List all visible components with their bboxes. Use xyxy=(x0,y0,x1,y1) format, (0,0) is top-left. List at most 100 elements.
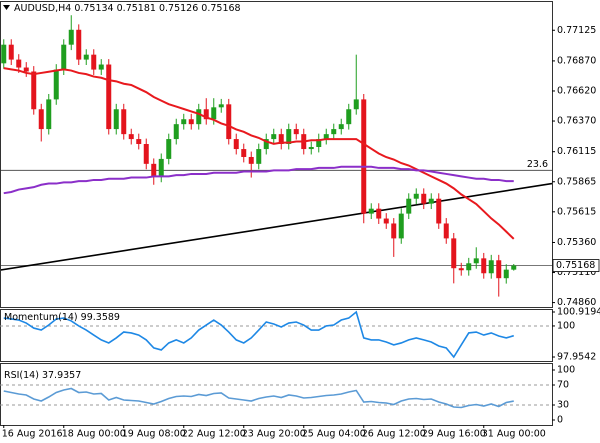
candle-body xyxy=(346,109,352,125)
y-tick-label: 0.77125 xyxy=(557,25,596,36)
indicator-line xyxy=(3,310,514,359)
y-tick-label: 0 xyxy=(557,415,563,426)
candle-body xyxy=(181,119,187,125)
y-tick-label: 0.76870 xyxy=(557,55,596,66)
indicator-line xyxy=(3,387,514,409)
candle-body xyxy=(241,149,247,157)
candle-body xyxy=(421,193,427,204)
candle-body xyxy=(136,139,142,145)
y-tick-label: 100.9194 xyxy=(557,307,600,318)
candle-body xyxy=(338,124,344,130)
x-tick-label: 19 Aug 08:00 xyxy=(122,429,186,440)
candle-body xyxy=(376,208,382,219)
last-price-box xyxy=(552,259,600,272)
trendline xyxy=(1,182,552,271)
candle-body xyxy=(53,69,59,100)
y-tick-label: 0.76620 xyxy=(557,85,596,96)
moving-average xyxy=(3,165,514,195)
level-label: 23.6 xyxy=(527,159,548,170)
x-tick-label: 29 Aug 16:00 xyxy=(422,429,486,440)
candle-body xyxy=(466,263,472,271)
candle-body xyxy=(173,124,179,140)
menu-arrow[interactable] xyxy=(3,5,10,10)
candle-body xyxy=(1,44,7,64)
candle-body xyxy=(256,149,262,164)
candle-body xyxy=(76,29,82,60)
last-price-label: 0.75168 xyxy=(556,260,595,271)
y-tick-label: 0.74860 xyxy=(557,297,596,308)
candle-body xyxy=(458,268,464,271)
candle-body xyxy=(398,213,404,239)
y-tick-label: 100 xyxy=(557,320,575,331)
candle-body xyxy=(428,198,434,204)
x-tick-label: 22 Aug 12:00 xyxy=(182,429,246,440)
low-value: 0.75126 xyxy=(159,3,198,14)
candle-body xyxy=(8,44,14,60)
candle-body xyxy=(68,29,74,45)
candle-body xyxy=(316,139,322,148)
candle-body xyxy=(308,147,314,150)
candle-body xyxy=(481,258,487,274)
pane-frame xyxy=(0,1,553,308)
candle-body xyxy=(226,104,232,140)
open-value: 0.75134 xyxy=(74,3,113,14)
candle-body xyxy=(383,218,389,224)
candle-body xyxy=(473,258,479,264)
candle-body xyxy=(406,198,412,214)
y-tick-label: 30 xyxy=(557,400,569,411)
candle-body xyxy=(331,129,337,135)
candle-body xyxy=(188,119,194,125)
candle-body xyxy=(361,99,367,214)
candle-body xyxy=(143,144,149,164)
candle-body xyxy=(91,54,97,70)
candle-body xyxy=(286,129,292,145)
candle-body xyxy=(16,59,22,68)
moving-average xyxy=(3,67,515,240)
candle-body xyxy=(38,109,44,130)
x-tick-label: 26 Aug 12:00 xyxy=(362,429,426,440)
candle-body xyxy=(151,163,157,177)
indicator-name: RSI(14) xyxy=(4,370,39,381)
y-tick-label: 70 xyxy=(557,380,569,391)
candle-body xyxy=(248,156,254,164)
y-tick-label: 0.75110 xyxy=(557,267,596,278)
candle-body xyxy=(271,134,277,140)
candle-body xyxy=(166,139,172,159)
high-value: 0.75181 xyxy=(117,3,156,14)
x-tick-label: 25 Aug 04:00 xyxy=(302,429,366,440)
indicator-value: 99.3589 xyxy=(81,312,120,323)
x-tick-label: 23 Aug 20:00 xyxy=(242,429,306,440)
candle-body xyxy=(293,129,299,135)
candle-body xyxy=(496,260,502,279)
y-tick-label: 0.75615 xyxy=(557,206,596,217)
candle-body xyxy=(211,107,217,120)
candle-body xyxy=(196,109,202,125)
y-tick-label: 0.76115 xyxy=(557,146,596,157)
y-tick-label: 0.75865 xyxy=(557,176,596,187)
candle-body xyxy=(353,99,359,110)
pane-frame xyxy=(0,363,553,426)
candle-body xyxy=(443,223,449,239)
y-tick-label: 97.9542 xyxy=(557,352,596,363)
close-value: 0.75168 xyxy=(201,3,240,14)
candle-body xyxy=(488,260,494,274)
candle-body xyxy=(106,64,112,130)
candle-body xyxy=(218,104,224,108)
candle-body xyxy=(503,269,509,279)
indicator-value: 37.9357 xyxy=(42,370,81,381)
candle-body xyxy=(278,134,284,145)
candle-body xyxy=(158,158,164,177)
candle-body xyxy=(263,139,269,150)
x-tick-label: 18 Aug 00:00 xyxy=(62,429,126,440)
symbol: AUDUSD,H4 xyxy=(14,3,71,14)
candle-body xyxy=(391,223,397,239)
main-plot xyxy=(1,15,552,297)
candle-body xyxy=(31,71,37,110)
y-tick-label: 0.75360 xyxy=(557,237,596,248)
candle-body xyxy=(203,109,209,120)
y-tick-label: 0.76370 xyxy=(557,116,596,127)
candle-body xyxy=(323,134,329,140)
